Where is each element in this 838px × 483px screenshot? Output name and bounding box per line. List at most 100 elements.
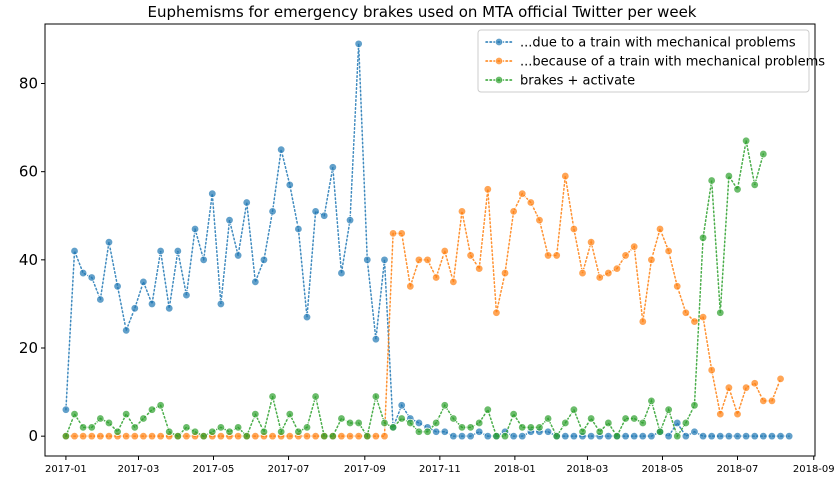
data-point: [87, 423, 96, 432]
data-point: [509, 207, 518, 216]
data-point: [320, 431, 329, 441]
data-point: [475, 418, 484, 428]
y-tick-label: 80: [19, 75, 38, 93]
data-point: [707, 365, 716, 375]
data-point: [345, 418, 355, 428]
data-point: [526, 198, 536, 207]
data-point: [294, 224, 303, 234]
data-point: [638, 418, 647, 428]
data-point: [543, 251, 553, 260]
data-point: [698, 233, 708, 242]
x-tick-label: 2017-11: [419, 464, 461, 475]
data-point: [664, 405, 673, 414]
data-point: [612, 264, 622, 273]
data-point: [457, 423, 467, 432]
data-point: [302, 431, 312, 441]
series-line: [65, 175, 782, 437]
data-point: [268, 431, 277, 441]
data-point: [251, 277, 260, 287]
data-point: [294, 427, 303, 436]
data-point: [776, 431, 785, 441]
data-point: [621, 414, 630, 423]
data-point: [716, 409, 725, 419]
data-point: [561, 418, 570, 428]
data-point: [242, 198, 251, 207]
data-point: [113, 282, 122, 291]
data-point: [268, 207, 277, 216]
data-point: [328, 431, 338, 441]
data-point: [535, 423, 544, 432]
data-point: [70, 431, 79, 441]
data-point: [61, 431, 71, 441]
data-point: [328, 163, 338, 172]
data-point: [526, 423, 536, 432]
data-point: [518, 423, 527, 432]
series-3: [61, 136, 768, 441]
data-point: [569, 224, 579, 234]
legend-marker: [494, 56, 504, 66]
data-point: [698, 431, 708, 441]
data-point: [87, 273, 96, 282]
data-point: [104, 431, 114, 441]
data-point: [681, 431, 691, 441]
data-point: [259, 255, 269, 265]
data-point: [569, 431, 579, 441]
y-tick-label: 60: [19, 163, 38, 181]
data-point: [578, 268, 587, 278]
data-point: [268, 392, 277, 401]
data-point: [759, 431, 768, 441]
data-point: [354, 418, 363, 428]
data-point: [311, 392, 320, 401]
data-point: [311, 431, 320, 441]
data-point: [233, 251, 243, 260]
data-point: [647, 431, 656, 441]
data-point: [629, 431, 639, 441]
data-point: [216, 299, 226, 309]
data-point: [371, 334, 381, 344]
data-point: [741, 383, 751, 392]
data-point: [190, 224, 200, 234]
data-point: [371, 392, 381, 401]
data-point: [673, 431, 682, 441]
data-point: [586, 237, 596, 247]
data-point: [285, 431, 294, 441]
data-point: [586, 431, 596, 441]
data-point: [147, 405, 157, 414]
data-point: [70, 409, 79, 419]
data-point: [681, 308, 691, 317]
data-point: [121, 326, 131, 335]
data-point: [337, 268, 346, 278]
data-point: [466, 431, 475, 441]
data-point: [457, 207, 467, 216]
data-point: [647, 255, 656, 265]
legend-item: ...because of a train with mechanical pr…: [485, 55, 825, 70]
legend-box: [477, 29, 810, 93]
data-point: [449, 277, 458, 287]
data-point: [96, 431, 105, 441]
data-point: [664, 246, 673, 256]
data-point: [147, 299, 157, 309]
x-tick-label: 2018-01: [494, 464, 536, 475]
data-point: [130, 423, 139, 432]
data-point: [750, 379, 759, 388]
legend-item: ...due to a train with mechanical proble…: [485, 36, 796, 51]
data-point: [733, 431, 742, 441]
data-point: [423, 255, 432, 265]
data-point: [380, 255, 389, 265]
data-point: [776, 374, 785, 384]
data-point: [380, 418, 389, 428]
data-point: [612, 431, 622, 441]
data-point: [500, 268, 510, 278]
data-point: [414, 427, 424, 436]
data-point: [759, 396, 768, 406]
data-point: [147, 431, 157, 441]
legend-label: brakes + activate: [520, 74, 635, 89]
data-point: [414, 255, 424, 265]
x-axis: 2017-01 2017-03 2017-05 2017-07 2017-09 2017-…: [45, 456, 835, 475]
data-point: [113, 427, 122, 436]
data-point: [509, 431, 518, 441]
data-point: [165, 427, 174, 436]
data-point: [673, 282, 682, 291]
x-tick-label: 2017-05: [193, 464, 235, 475]
data-point: [518, 431, 527, 441]
